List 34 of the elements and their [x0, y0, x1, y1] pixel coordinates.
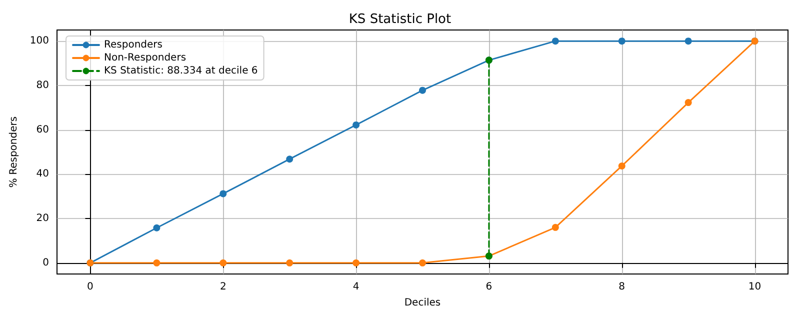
point: [618, 38, 626, 45]
point: [220, 259, 227, 266]
point: [419, 86, 426, 94]
y-axis-title: % Responders: [8, 116, 20, 188]
y-tick-label: 60: [36, 124, 49, 136]
y-tick-label: 20: [36, 213, 49, 224]
point: [286, 259, 294, 266]
x-tick-label: 6: [486, 282, 492, 292]
y-tick-label: 0: [42, 257, 49, 268]
point: [153, 224, 160, 232]
point: [552, 38, 559, 45]
point: [684, 99, 692, 106]
chart-title: KS Statistic Plot: [348, 12, 452, 27]
point: [286, 156, 294, 163]
x-tick-label: 8: [618, 282, 626, 292]
x-tick-label: 10: [748, 282, 762, 292]
legend-label: Responders: [104, 40, 162, 50]
y-tick-label: 80: [36, 80, 49, 91]
point: [552, 224, 559, 231]
point: [220, 190, 227, 198]
x-tick-label: 4: [352, 282, 360, 292]
y-tick-label: 100: [30, 36, 49, 47]
point: [419, 259, 426, 266]
x-axis-title: Deciles: [404, 298, 441, 308]
point: [618, 162, 626, 170]
y-tick-label: 40: [36, 168, 49, 180]
point: [352, 121, 360, 128]
x-tick-label: 2: [220, 282, 226, 292]
point: [153, 259, 160, 266]
x-tick-label: 0: [87, 282, 94, 292]
legend-label: Non-Responders: [104, 52, 186, 64]
legend-label: KS Statistic: 88.334 at decile 6: [104, 66, 258, 76]
point: [684, 38, 692, 45]
point: [352, 259, 360, 266]
